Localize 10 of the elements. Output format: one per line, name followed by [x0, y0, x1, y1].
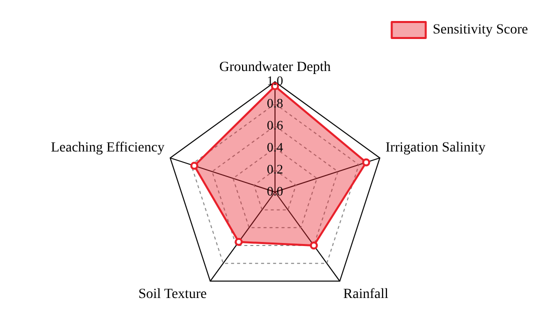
spoke-label: Leaching Efficiency — [50, 140, 164, 156]
spoke-label: Groundwater Depth — [219, 60, 331, 76]
y-tick-label: 1.0 — [266, 73, 284, 88]
spoke-label: Irrigation Salinity — [386, 140, 486, 156]
spoke-label: Rainfall — [343, 287, 389, 302]
y-tick-label: 0.4 — [266, 139, 284, 154]
spoke-label: Soil Texture — [138, 287, 207, 302]
y-tick-label: 0.8 — [266, 95, 284, 110]
legend-label: Sensitivity Score — [432, 22, 528, 38]
y-tick-label: 0.2 — [266, 161, 284, 176]
